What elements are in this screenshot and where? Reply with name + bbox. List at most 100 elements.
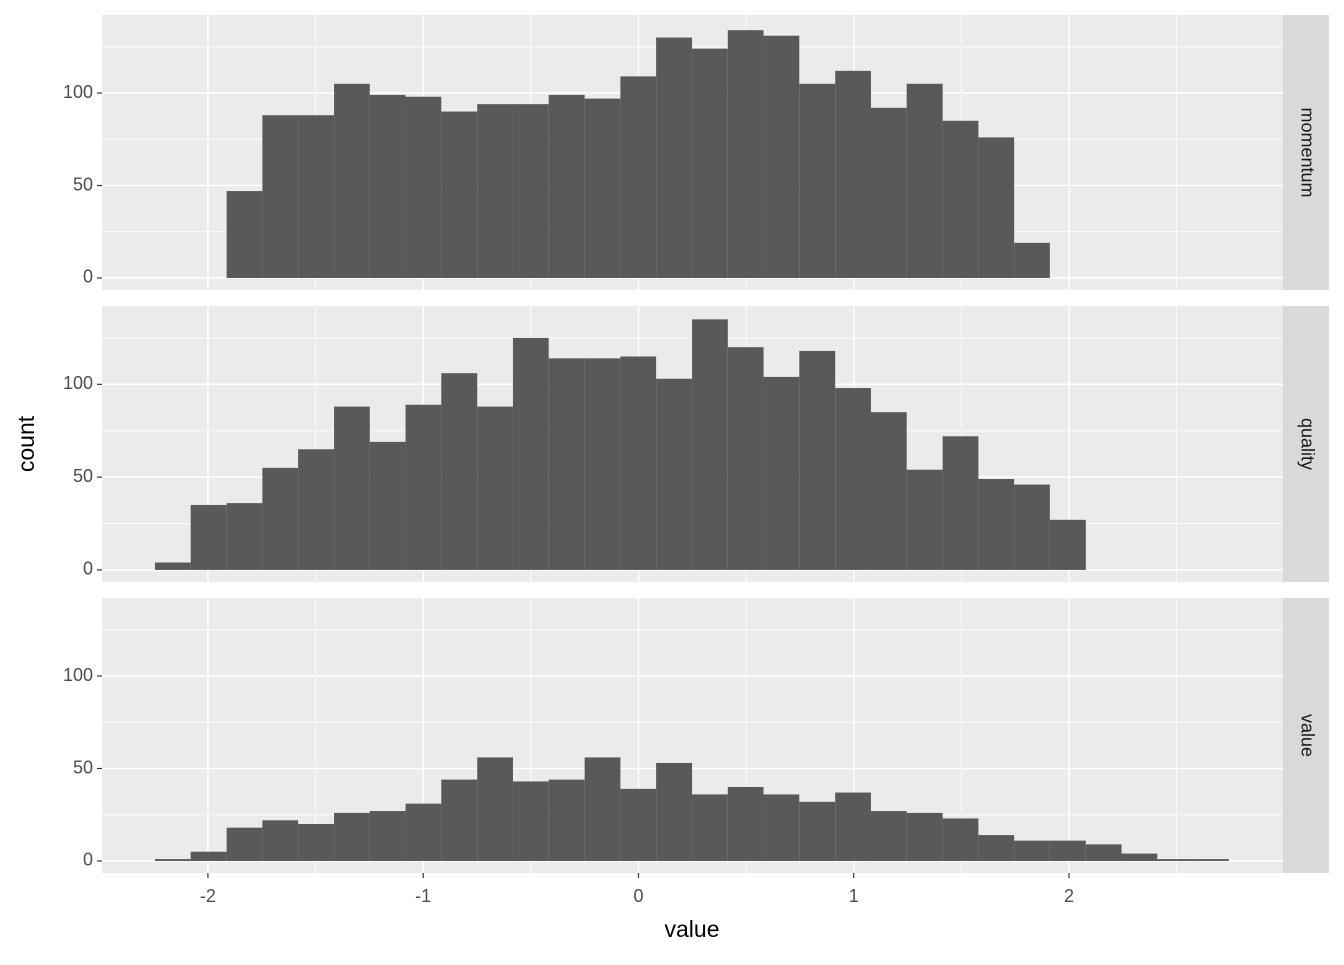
bar (477, 104, 513, 278)
x-tick-label: 1 (849, 886, 859, 906)
bar (190, 851, 227, 861)
bar (835, 70, 871, 278)
bar (1121, 853, 1158, 861)
bar (154, 859, 191, 861)
bar (835, 388, 871, 570)
bar (262, 467, 299, 570)
bar (369, 811, 406, 861)
bar (763, 35, 800, 278)
bar (226, 827, 263, 861)
bar (870, 811, 907, 861)
strip-background (1283, 598, 1329, 873)
bar (441, 779, 478, 861)
strip-label: quality (1297, 418, 1317, 470)
bar (334, 406, 370, 570)
bar (870, 412, 907, 570)
strip-background (1283, 15, 1329, 290)
bar (405, 404, 442, 570)
bar (548, 358, 585, 570)
bar (262, 115, 299, 278)
bar (584, 98, 621, 278)
bar (906, 83, 943, 278)
x-tick-label: -2 (200, 886, 216, 906)
bar (942, 436, 979, 570)
bar (870, 107, 907, 278)
bar (978, 478, 1015, 570)
y-tick-label: 50 (73, 174, 93, 194)
bar (512, 337, 549, 570)
bar (906, 469, 943, 570)
bar (978, 137, 1015, 278)
y-tick-label: 50 (73, 466, 93, 486)
bar (656, 762, 693, 861)
x-tick-label: 2 (1064, 886, 1074, 906)
bar (441, 111, 478, 278)
strip-background (1283, 306, 1329, 582)
bar (1049, 840, 1086, 861)
bar (226, 191, 263, 278)
bar (727, 787, 764, 861)
bar (548, 94, 585, 278)
bar (1049, 519, 1086, 570)
strip-label: value (1297, 714, 1317, 757)
bar (512, 104, 549, 278)
bar (692, 48, 728, 278)
bar (978, 835, 1015, 861)
bar (334, 812, 370, 861)
bar (298, 823, 335, 861)
bar (1014, 242, 1050, 278)
y-tick-label: 0 (83, 850, 93, 870)
y-tick-label: 100 (63, 665, 93, 685)
bar (763, 794, 800, 861)
bar (1193, 859, 1229, 861)
bar (799, 83, 836, 278)
bar (1014, 840, 1050, 861)
bar (727, 30, 764, 278)
bar (369, 441, 406, 570)
bar (656, 378, 693, 570)
bar (835, 792, 871, 861)
x-tick-label: 0 (633, 886, 643, 906)
bar (334, 83, 370, 278)
bar (799, 350, 836, 570)
bar (548, 779, 585, 861)
y-axis-title: count (13, 415, 39, 472)
bar (226, 503, 263, 570)
bar (405, 803, 442, 861)
bar (405, 96, 442, 278)
y-tick-label: 100 (63, 373, 93, 393)
bar (298, 449, 335, 570)
bar (692, 794, 728, 861)
bar (620, 788, 657, 861)
bar (1085, 844, 1122, 861)
bar (190, 504, 227, 570)
bar (942, 120, 979, 278)
bar (1014, 484, 1050, 570)
bar (298, 115, 335, 278)
bar (763, 376, 800, 570)
bar (477, 406, 513, 570)
strip-label: momentum (1297, 107, 1317, 197)
bar (441, 373, 478, 570)
y-tick-label: 0 (83, 267, 93, 287)
x-tick-label: -1 (415, 886, 431, 906)
bar (620, 76, 657, 278)
bar (512, 781, 549, 861)
bar (799, 801, 836, 861)
y-tick-label: 0 (83, 559, 93, 579)
bar (369, 94, 406, 278)
bar (477, 757, 513, 861)
bar (1157, 859, 1194, 861)
x-axis-title: value (665, 916, 720, 942)
y-tick-label: 100 (63, 82, 93, 102)
bar (942, 818, 979, 861)
y-tick-label: 50 (73, 757, 93, 777)
bar (692, 319, 728, 570)
bar (584, 757, 621, 861)
bar (727, 347, 764, 570)
bar (154, 562, 191, 570)
bar (906, 812, 943, 861)
bar (656, 37, 693, 278)
bar (620, 356, 657, 570)
